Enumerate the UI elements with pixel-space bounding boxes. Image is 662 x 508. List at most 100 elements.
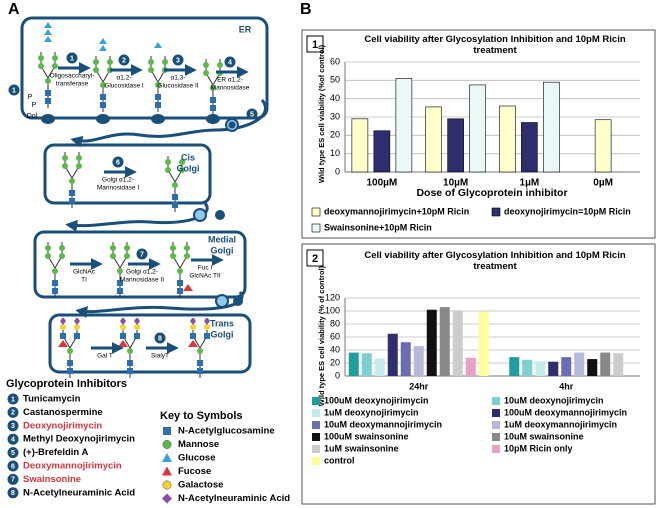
legend-swatch — [311, 207, 321, 217]
membrane — [41, 114, 220, 124]
legend-swatch — [312, 445, 320, 453]
step-marker — [7, 487, 19, 499]
y-tick-label: 60 — [330, 56, 340, 66]
enzyme-label: Mannosidase — [211, 85, 250, 92]
step-number: 1 — [11, 396, 15, 403]
chart-title: Cell viability after Glycosylation Inhib… — [364, 250, 626, 272]
bar — [413, 346, 424, 376]
bar — [535, 361, 546, 376]
cis-golgi — [43, 143, 212, 205]
panel-label: A — [8, 1, 20, 18]
step-number: 5 — [250, 111, 254, 118]
compartment-label: Golgi — [177, 163, 200, 173]
enzyme-label: Golgi α1,2- — [102, 177, 134, 184]
symbol-name: Fucose — [178, 466, 211, 477]
step-number: 2 — [122, 57, 126, 64]
x-tick-label: 100µM — [366, 178, 397, 189]
step-number: 7 — [11, 477, 15, 484]
legend-label: 10uM deoxymannojirimycin — [324, 419, 442, 429]
inhibitor-name: (+)-Brefeldin A — [23, 447, 88, 458]
x-tick-label: 24hr — [409, 381, 429, 391]
step-marker — [7, 433, 19, 445]
step-marker — [112, 156, 124, 168]
y-tick-label: 40 — [330, 344, 340, 354]
bar — [452, 310, 463, 376]
y-axis-label: Wild type ES cell viability (%of control… — [317, 44, 326, 183]
legend-swatch — [492, 433, 500, 441]
y-tick-label: 120 — [325, 292, 340, 302]
symbol — [162, 480, 172, 490]
legend-label: 100uM deoxynojirimycin — [324, 395, 429, 405]
legend-swatch — [491, 207, 501, 217]
step-number: 3 — [176, 57, 180, 64]
y-tick-label: 40 — [330, 93, 340, 103]
enzyme-label: Mannosidase I — [97, 185, 139, 192]
step-marker — [7, 473, 19, 485]
enzyme-label: Mannosidase II — [120, 277, 164, 284]
inhibitor-name: Swainsonine — [23, 474, 81, 485]
bar — [594, 119, 612, 173]
vesicle — [228, 121, 236, 129]
bar — [587, 359, 598, 376]
inhibitor-name: Deoxynojirimycin — [23, 420, 102, 431]
y-tick-label: 30 — [330, 111, 340, 121]
legend-label: 10uM swainsonine — [504, 431, 584, 441]
bar — [426, 309, 437, 376]
symbol-name: Galactose — [178, 480, 223, 491]
glycan — [45, 242, 65, 298]
enzyme-label: SialyT — [151, 353, 169, 360]
bar — [447, 118, 464, 173]
glycan — [62, 152, 82, 208]
enzyme-label: Glucosidase I — [104, 83, 144, 90]
bar — [348, 352, 359, 376]
legend-label: 10uM deoxynojirimycin — [504, 395, 604, 405]
bar — [613, 353, 624, 376]
step-marker — [66, 52, 78, 64]
bar — [574, 352, 585, 376]
y-tick-label: 60 — [330, 331, 340, 341]
bar — [400, 342, 411, 376]
legend-label: 1uM deoxynojirimycin — [324, 407, 419, 417]
bar — [469, 84, 486, 173]
step-marker — [7, 460, 19, 472]
x-tick-label: 0µM — [593, 178, 613, 189]
bar — [522, 359, 533, 376]
step-marker — [7, 406, 19, 418]
glycan — [190, 317, 210, 378]
inhibitor-name: Deoxymannojirimycin — [23, 461, 122, 472]
inhibitor-name: Castanospermine — [23, 407, 103, 418]
bar — [478, 311, 489, 376]
step-marker — [7, 393, 19, 405]
y-tick-label: 0 — [335, 166, 340, 176]
compartment-label: Medial — [208, 234, 236, 244]
chart-frame — [301, 243, 656, 505]
legend-swatch — [311, 223, 321, 233]
symbol-name: Mannose — [178, 439, 219, 450]
compartment-label: ER — [239, 24, 252, 34]
symbol-name: N-Acetylglucosamine — [178, 426, 275, 437]
enzyme-label: GlcNAc — [73, 269, 96, 276]
compartment-label: Cis — [181, 152, 195, 162]
legend-swatch — [492, 445, 500, 453]
step-marker — [118, 54, 130, 66]
step-marker — [172, 54, 184, 66]
legend-swatch — [312, 457, 320, 465]
step-number: 7 — [140, 251, 144, 258]
dolichol-label: P — [32, 102, 37, 109]
glycans — [38, 22, 223, 378]
flow-arrow — [70, 99, 267, 148]
glycan — [60, 317, 80, 378]
step-number: 5 — [11, 450, 15, 457]
legend-label: deoxynojirimycin=10pM Ricin — [504, 206, 631, 216]
bar — [387, 333, 398, 376]
panel-number-box — [306, 249, 324, 267]
er-compartment — [20, 16, 269, 120]
panel-number: 1 — [312, 39, 318, 51]
legend-label: control — [324, 455, 355, 465]
enzyme-label: TI — [81, 277, 87, 284]
legend-label: 1uM swainsonine — [324, 443, 399, 453]
vesicle — [215, 294, 229, 308]
vesicle — [233, 296, 243, 306]
